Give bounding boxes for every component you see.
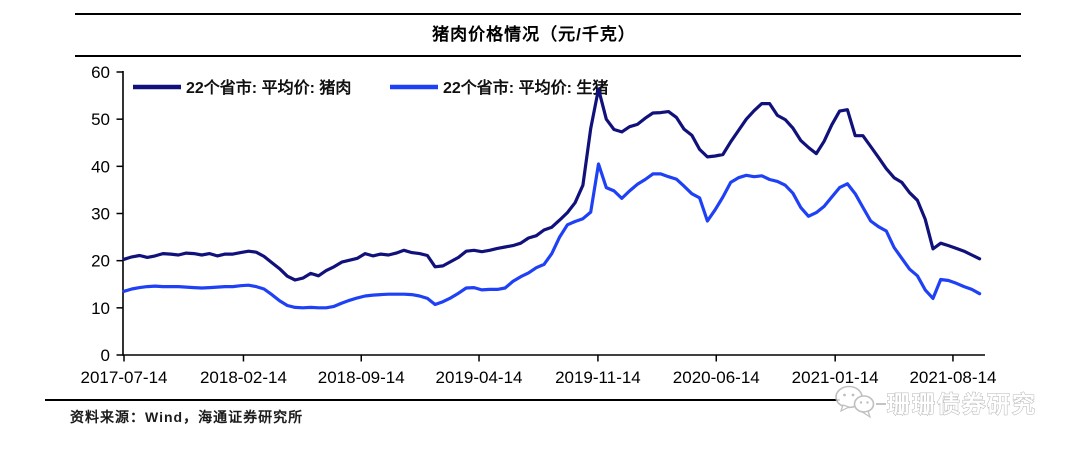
page-title: 猪肉价格情况（元/千克） (432, 25, 636, 44)
title-bottom-rule (75, 55, 1021, 57)
y-tick-label: 10 (91, 299, 110, 318)
y-tick-label: 50 (91, 110, 110, 129)
y-tick-label: 40 (91, 157, 110, 176)
x-tick-label: 2017-07-14 (81, 368, 168, 387)
chart-axes: 0 10 20 30 40 50 60 2017-07-14 2018-02-14 2018-09… (81, 63, 997, 387)
y-tick-label: 60 (91, 63, 110, 82)
watermark-text: 珊珊债券研究 (887, 391, 1037, 417)
y-tick-label: 20 (91, 252, 110, 271)
x-tick-label: 2020-06-14 (673, 368, 760, 387)
x-tick-label: 2021-01-14 (792, 368, 879, 387)
watermark: 珊珊债券研究 (835, 385, 1037, 419)
pork-price-line (122, 87, 982, 282)
x-tick-label: 2018-02-14 (200, 368, 287, 387)
x-tick-label: 2021-08-14 (909, 368, 996, 387)
x-tick-label: 2019-11-14 (555, 368, 641, 387)
x-tick-label: 2019-04-14 (436, 368, 523, 387)
chart-series (122, 87, 982, 310)
x-tick-label: 2018-09-14 (318, 368, 405, 387)
chart-legend: 22个省市: 平均价: 猪肉 22个省市: 平均价: 生猪 (133, 78, 608, 97)
live-hog-price-line (122, 162, 982, 310)
legend-label-pork: 22个省市: 平均价: 猪肉 (186, 78, 351, 97)
wechat-icon (835, 385, 875, 419)
y-tick-label: 30 (91, 205, 110, 224)
y-tick-label: 0 (101, 346, 110, 365)
footer-rule (45, 399, 840, 401)
legend-label-live-hog: 22个省市: 平均价: 生猪 (443, 78, 608, 97)
source-note: 资料来源：Wind，海通证券研究所 (70, 409, 304, 425)
top-rule (75, 13, 1021, 15)
